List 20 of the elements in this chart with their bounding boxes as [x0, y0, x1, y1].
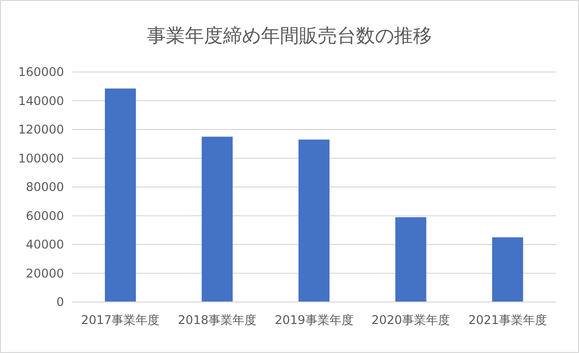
- y-tick-label: 40000: [26, 238, 64, 252]
- bar: [492, 237, 524, 302]
- y-tick-label: 140000: [18, 94, 64, 108]
- y-tick-label: 20000: [26, 266, 64, 280]
- x-tick-label: 2020事業年度: [372, 313, 450, 327]
- x-tick-label: 2018事業年度: [178, 313, 256, 327]
- x-tick-label: 2019事業年度: [274, 313, 354, 327]
- y-tick-label: 0: [56, 295, 64, 310]
- y-tick-label: 100000: [18, 151, 64, 166]
- y-tick-label: 60000: [26, 208, 64, 223]
- y-tick-label: 120000: [18, 122, 64, 137]
- bar: [104, 88, 136, 302]
- bar: [395, 217, 426, 302]
- bar: [298, 140, 330, 302]
- y-tick-label: 80000: [26, 180, 64, 194]
- bar: [202, 136, 233, 302]
- x-tick-label: 2021事業年度: [468, 313, 547, 327]
- chart-title: 事業年度締め年間販売台数の推移: [147, 25, 432, 47]
- y-tick-label: 160000: [18, 65, 64, 80]
- x-tick-label: 2017事業年度: [81, 313, 160, 327]
